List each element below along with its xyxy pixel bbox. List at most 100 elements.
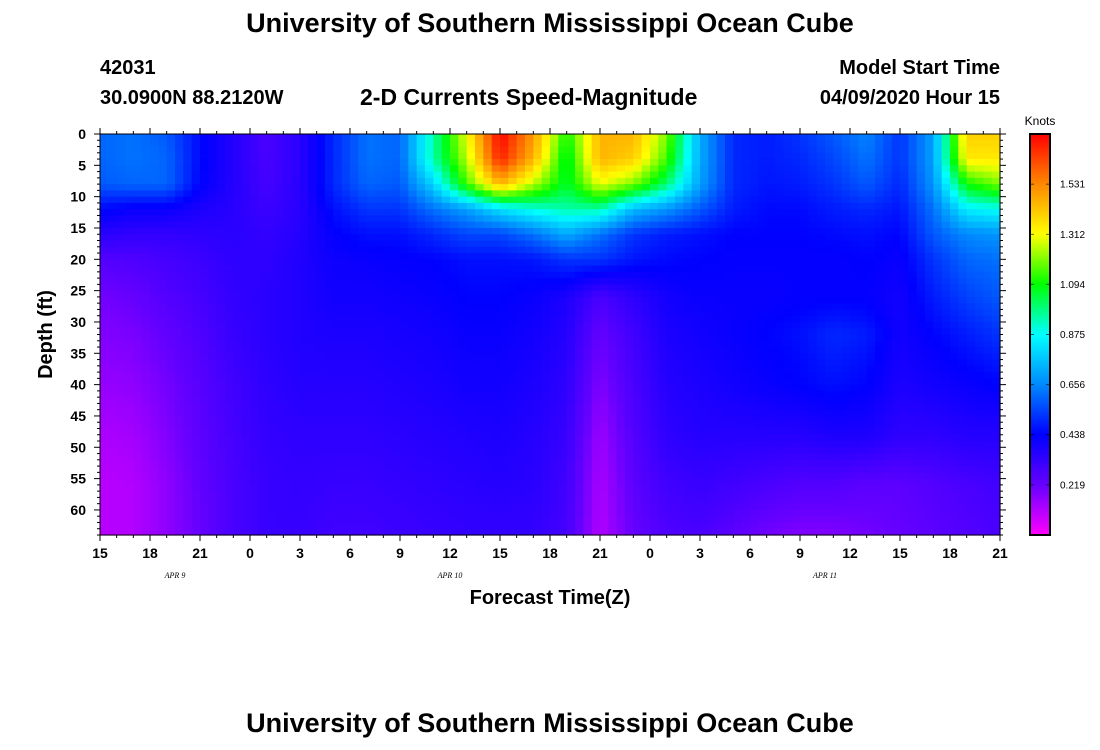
heatmap-cell: [383, 196, 393, 204]
heatmap-cell: [133, 365, 143, 373]
heatmap-cell: [150, 353, 159, 361]
heatmap-cell: [808, 390, 818, 398]
heatmap-cell: [425, 321, 434, 329]
heatmap-cell: [175, 259, 184, 267]
heatmap-cell: [875, 202, 884, 210]
heatmap-cell: [841, 340, 851, 348]
heatmap-cell: [141, 409, 151, 417]
heatmap-cell: [483, 184, 493, 191]
heatmap-cell: [583, 177, 593, 185]
heatmap-cell: [166, 259, 176, 267]
heatmap-cell: [708, 328, 718, 336]
heatmap-cell: [975, 278, 984, 285]
heatmap-cell: [975, 328, 984, 336]
heatmap-cell: [458, 378, 468, 386]
heatmap-cell: [991, 378, 1001, 386]
heatmap-cell: [525, 303, 534, 311]
heatmap-cell: [408, 359, 418, 367]
heatmap-cell: [666, 165, 676, 173]
heatmap-cell: [775, 184, 784, 191]
heatmap-cell: [108, 184, 118, 191]
heatmap-cell: [566, 359, 576, 367]
heatmap-cell: [550, 177, 559, 185]
heatmap-cell: [516, 202, 526, 210]
heatmap-cell: [341, 184, 351, 191]
heatmap-cell: [825, 234, 834, 242]
heatmap-cell: [816, 365, 826, 373]
heatmap-cell: [575, 271, 584, 279]
heatmap-cell: [258, 265, 268, 273]
heatmap-cell: [108, 340, 118, 348]
heatmap-cell: [300, 221, 309, 229]
heatmap-cell: [175, 359, 184, 367]
heatmap-cell: [241, 196, 251, 204]
heatmap-cell: [533, 190, 543, 198]
heatmap-cell: [125, 265, 134, 273]
heatmap-cell: [408, 303, 418, 311]
heatmap-cell: [525, 159, 534, 166]
heatmap-cell: [666, 321, 676, 329]
heatmap-cell: [791, 309, 801, 317]
heatmap-cell: [175, 165, 184, 173]
heatmap-cell: [416, 415, 426, 423]
heatmap-cell: [616, 196, 626, 204]
heatmap-cell: [158, 265, 168, 273]
heatmap-cell: [825, 378, 834, 386]
heatmap-cell: [950, 303, 959, 311]
heatmap-cell: [500, 227, 509, 235]
heatmap-cell: [975, 140, 984, 148]
heatmap-cell: [333, 278, 343, 285]
heatmap-cell: [575, 227, 584, 235]
heatmap-cell: [275, 334, 284, 342]
heatmap-cell: [575, 140, 584, 148]
heatmap-cell: [666, 415, 676, 423]
heatmap-cell: [216, 278, 226, 285]
heatmap-cell: [183, 290, 193, 298]
heatmap-cell: [216, 378, 226, 386]
heatmap-cell: [816, 372, 826, 379]
heatmap-cell: [808, 177, 818, 185]
heatmap-cell: [125, 365, 134, 373]
heatmap-cell: [541, 146, 551, 154]
heatmap-cell: [500, 378, 509, 386]
heatmap-cell: [308, 321, 318, 329]
heatmap-cell: [625, 221, 634, 229]
heatmap-cell: [900, 315, 909, 323]
heatmap-cell: [633, 359, 643, 367]
heatmap-cell: [291, 415, 301, 423]
heatmap-cell: [466, 184, 476, 191]
heatmap-cell: [150, 134, 159, 141]
heatmap-cell: [400, 165, 409, 173]
heatmap-cell: [591, 334, 601, 342]
heatmap-cell: [608, 296, 618, 304]
heatmap-cell: [408, 190, 418, 198]
heatmap-cell: [508, 271, 518, 279]
heatmap-cell: [366, 134, 376, 141]
heatmap-cell: [641, 240, 651, 248]
heatmap-cell: [558, 409, 568, 417]
heatmap-cell: [116, 303, 126, 311]
heatmap-cell: [150, 246, 159, 254]
heatmap-cell: [275, 140, 284, 148]
heatmap-cell: [508, 359, 518, 367]
heatmap-cell: [125, 134, 134, 141]
heatmap-cell: [400, 309, 409, 317]
heatmap-cell: [766, 152, 776, 160]
heatmap-cell: [625, 134, 634, 141]
heatmap-cell: [266, 159, 276, 166]
heatmap-cell: [758, 384, 768, 392]
heatmap-cell: [416, 240, 426, 248]
heatmap-cell: [491, 390, 501, 398]
heatmap-cell: [908, 209, 918, 217]
heatmap-cell: [883, 209, 893, 217]
heatmap-cell: [458, 246, 468, 254]
heatmap-cell: [425, 165, 434, 173]
heatmap-cell: [108, 159, 118, 166]
heatmap-cell: [608, 378, 618, 386]
heatmap-cell: [250, 278, 259, 285]
heatmap-cell: [183, 415, 193, 423]
heatmap-cell: [966, 284, 976, 292]
heatmap-cell: [275, 215, 284, 223]
heatmap-cell: [875, 303, 884, 311]
heatmap-cell: [166, 202, 176, 210]
